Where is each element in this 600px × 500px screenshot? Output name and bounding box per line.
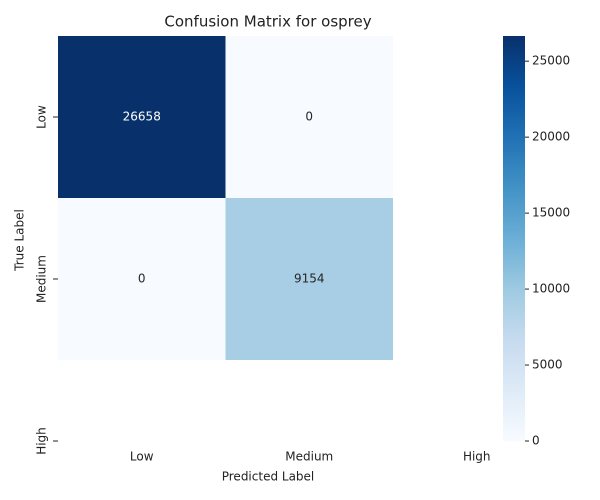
colorbar-tick-label: 10000	[532, 282, 570, 296]
colorbar-tick-label: 25000	[532, 54, 570, 68]
colorbar-tick-label: 15000	[532, 206, 570, 220]
x-axis-label: Predicted Label	[222, 470, 315, 484]
heatmap-cell	[225, 198, 393, 360]
y-tick-label: Medium	[35, 255, 49, 303]
x-tick-label: High	[463, 450, 491, 464]
heatmap-cell	[58, 36, 226, 198]
colorbar-tick-label: 20000	[532, 130, 570, 144]
x-tick-label: Low	[130, 450, 154, 464]
heatmap-cell	[225, 36, 393, 198]
cell-label: 26658	[123, 110, 161, 124]
y-tick-label: High	[35, 427, 49, 455]
cell-label: 0	[138, 272, 146, 286]
y-tick-label: Low	[35, 105, 49, 129]
y-axis-label: True Label	[13, 209, 27, 272]
cell-label: 0	[305, 110, 313, 124]
colorbar-tick-label: 0	[532, 434, 540, 448]
chart-title: Confusion Matrix for osprey	[164, 13, 371, 31]
cell-label: 9154	[294, 272, 325, 286]
heatmap-cell	[58, 198, 226, 360]
x-tick-label: Medium	[285, 450, 333, 464]
colorbar	[503, 36, 525, 441]
colorbar-tick-label: 5000	[532, 358, 563, 372]
